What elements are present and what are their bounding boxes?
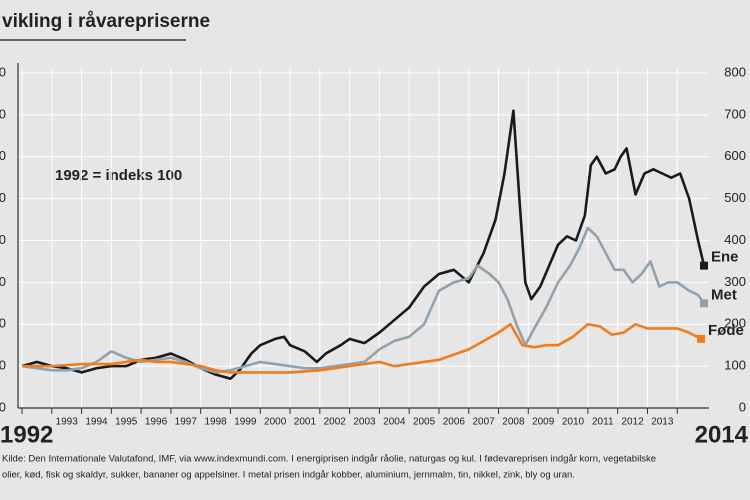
x-tick-label: 2006: [443, 417, 466, 428]
x-tick-label: 2012: [621, 417, 644, 428]
x-tick-label: 1992: [0, 421, 53, 448]
y-tick-label-left: 400: [0, 232, 6, 247]
x-tick-label: 1995: [115, 417, 138, 428]
legend-label: Ene: [711, 249, 739, 266]
y-tick-label: 400: [724, 232, 746, 247]
source-note: olier, kød, fisk og skaldyr, sukker, ban…: [2, 470, 575, 481]
end-marker: [700, 299, 709, 308]
series-line: [21, 109, 706, 380]
x-tick-label: 2007: [473, 417, 496, 428]
legend-label: Føde: [708, 322, 744, 339]
y-tick-label-left: 700: [0, 106, 6, 121]
y-tick-label: 0: [739, 399, 746, 414]
series-line: [21, 226, 706, 374]
y-tick-label: 700: [724, 106, 746, 121]
chart-title: vikling i råvarepriserne: [2, 11, 210, 32]
x-tick-label: 2000: [264, 417, 287, 428]
annotation: 1992 = indeks 100: [55, 167, 182, 184]
x-tick-label: 2004: [383, 417, 406, 428]
y-tick-label-left: 0: [0, 399, 6, 414]
x-tick-label: 2008: [502, 417, 525, 428]
x-tick-label: 1998: [204, 417, 227, 428]
y-tick-label-left: 600: [0, 148, 6, 163]
end-marker: [700, 261, 709, 270]
y-tick-label: 200: [724, 316, 746, 331]
y-tick-label-left: 500: [0, 190, 6, 205]
x-tick-label: 2003: [353, 417, 376, 428]
x-tick-label: 1994: [85, 417, 108, 428]
x-tick-label: 2011: [592, 417, 614, 428]
source-note: Kilde: Den Internationale Valutafond, IM…: [2, 454, 656, 465]
y-tick-label-left: 200: [0, 316, 6, 331]
legend-label: Met: [711, 286, 737, 303]
x-tick-label: 2005: [413, 417, 436, 428]
x-tick-label: 2002: [324, 417, 347, 428]
y-tick-label: 500: [724, 190, 746, 205]
x-tick-label: 1997: [175, 417, 198, 428]
y-tick-label: 800: [724, 64, 746, 79]
x-tick-label: 2001: [294, 417, 317, 428]
y-tick-label-left: 800: [0, 64, 6, 79]
y-tick-label: 600: [724, 148, 746, 163]
series-line: [22, 322, 702, 374]
x-tick-label: 2010: [562, 417, 585, 428]
x-tick-label: 1996: [145, 417, 168, 428]
x-tick-label: 1999: [234, 417, 257, 428]
x-tick-label: 2013: [651, 417, 674, 428]
x-tick-label: 2009: [532, 417, 555, 428]
y-tick-label: 300: [724, 274, 746, 289]
y-tick-label-left: 300: [0, 274, 6, 289]
y-tick-label-left: 100: [0, 358, 6, 373]
x-tick-label: 1993: [56, 417, 79, 428]
x-tick-label: 2014: [695, 421, 749, 448]
end-marker: [697, 334, 706, 343]
y-tick-label: 100: [724, 358, 746, 373]
